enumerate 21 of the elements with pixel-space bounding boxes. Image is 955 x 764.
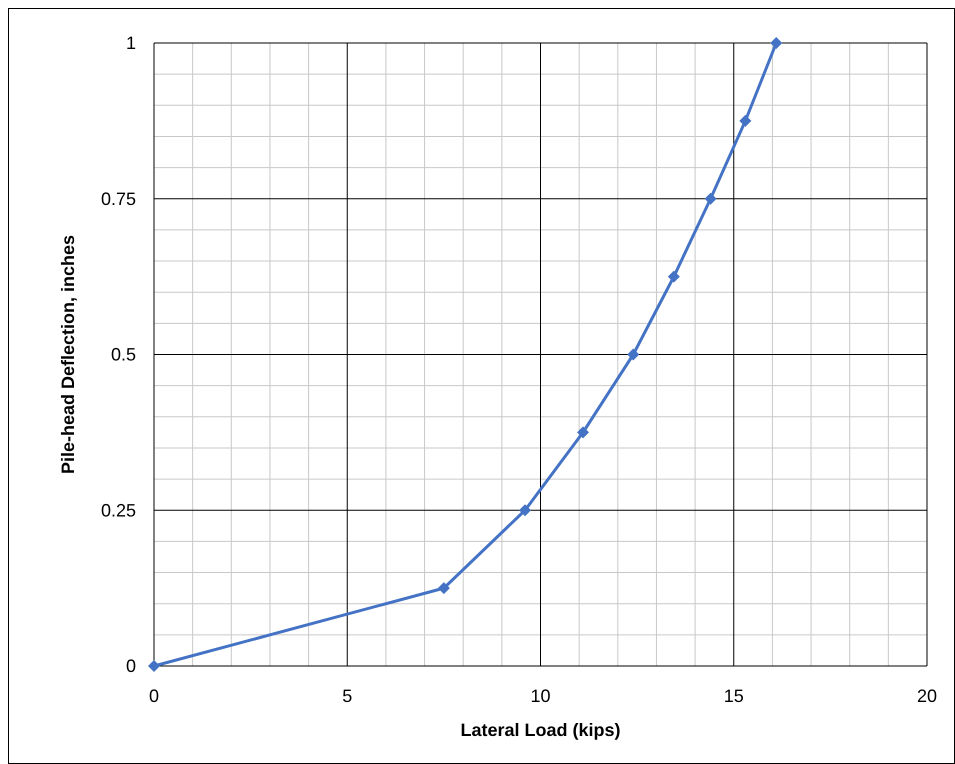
y-tick-label: 1 — [126, 33, 136, 53]
point — [668, 270, 680, 283]
x-tick-label: 5 — [342, 686, 352, 706]
point — [519, 504, 532, 516]
point — [577, 426, 590, 438]
y-tick-label: 0.5 — [110, 344, 136, 364]
y-tick-label: 0.75 — [100, 188, 136, 209]
x-tick-label: 20 — [916, 686, 938, 706]
x-tick-label: 15 — [724, 686, 744, 706]
y-tick-label: 0.25 — [100, 500, 136, 520]
y-axis-title: Pile-head Deflection, inches — [58, 234, 78, 474]
point — [739, 114, 752, 127]
point — [704, 192, 717, 205]
x-tick-label: 0 — [148, 686, 160, 706]
y-tick-label: 0 — [126, 656, 136, 676]
x-tick-label: 10 — [530, 686, 551, 706]
point — [770, 37, 782, 49]
point — [627, 348, 640, 360]
point — [148, 660, 160, 672]
point — [438, 582, 450, 594]
x-axis-title: Lateral Load (kips) — [460, 720, 621, 740]
